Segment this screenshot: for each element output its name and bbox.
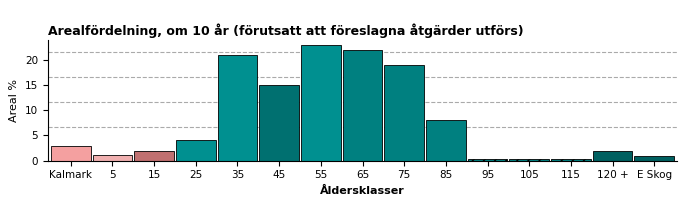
Bar <box>384 65 424 161</box>
Bar <box>593 151 633 161</box>
Bar <box>259 85 299 161</box>
Bar <box>635 156 674 161</box>
Bar <box>218 55 257 161</box>
Bar <box>551 159 591 161</box>
Y-axis label: Areal %: Areal % <box>10 79 19 122</box>
Bar <box>510 159 549 161</box>
Bar <box>301 45 341 161</box>
Bar <box>343 50 382 161</box>
X-axis label: Åldersklasser: Åldersklasser <box>320 186 405 196</box>
Bar <box>134 151 174 161</box>
Bar <box>468 159 508 161</box>
Text: Arealfördelning, om 10 år (förutsatt att föreslagna åtgärder utförs): Arealfördelning, om 10 år (förutsatt att… <box>48 23 523 38</box>
Bar <box>92 155 132 161</box>
Bar <box>51 145 90 161</box>
Bar <box>176 140 215 161</box>
Bar <box>426 120 466 161</box>
